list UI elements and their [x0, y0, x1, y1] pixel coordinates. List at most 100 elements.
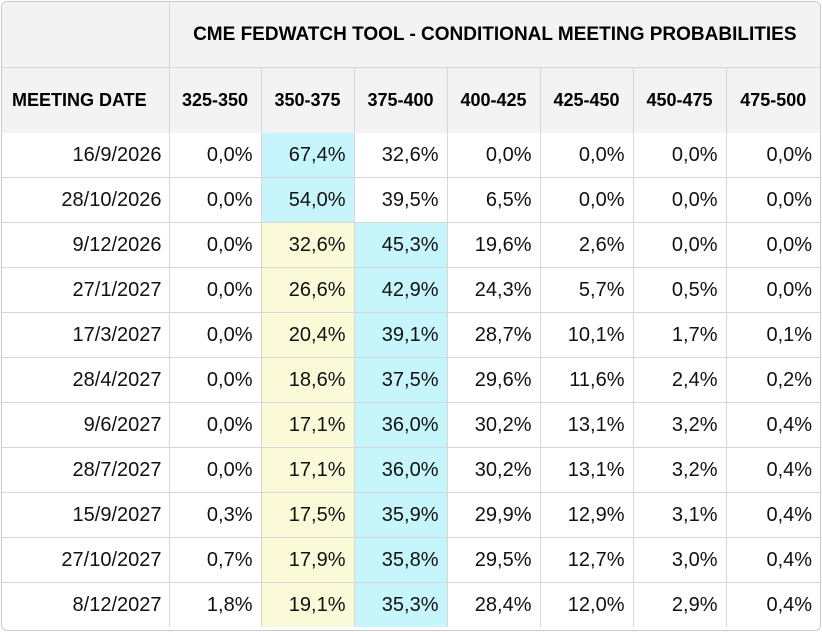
probability-cell: 0,0% [632, 133, 727, 178]
meeting-date-cell: 9/6/2027 [2, 402, 170, 448]
probability-cell: 32,6% [353, 133, 448, 178]
probability-cell: 2,9% [632, 582, 727, 627]
probability-cell: 6,5% [446, 177, 541, 223]
probability-cell: 20,4% [260, 312, 355, 358]
probability-cell: 3,2% [632, 447, 727, 493]
probability-cell: 35,8% [353, 537, 448, 583]
probability-cell: 42,9% [353, 267, 448, 313]
probability-cell: 0,5% [632, 267, 727, 313]
probability-cell: 67,4% [260, 133, 355, 178]
probability-cell: 39,1% [353, 312, 448, 358]
range-header: 375-400 [353, 67, 448, 133]
probability-cell: 1,8% [168, 582, 262, 627]
probability-cell: 54,0% [260, 177, 355, 223]
probability-cell: 0,0% [168, 447, 262, 493]
probability-cell: 11,6% [539, 357, 634, 403]
probability-cell: 39,5% [353, 177, 448, 223]
range-header: 425-450 [539, 67, 634, 133]
probability-cell: 30,2% [446, 402, 541, 448]
probability-cell: 36,0% [353, 447, 448, 493]
probability-cell: 19,1% [260, 582, 355, 627]
probability-cell: 29,9% [446, 492, 541, 538]
column-header-row: MEETING DATE 325-350 350-375 375-400 400… [2, 67, 820, 133]
probability-cell: 0,0% [168, 267, 262, 313]
probability-cell: 0,4% [725, 582, 820, 627]
probability-cell: 1,7% [632, 312, 727, 358]
probability-cell: 0,0% [168, 177, 262, 223]
probability-cell: 0,0% [725, 222, 820, 268]
probability-cell: 17,9% [260, 537, 355, 583]
probability-cell: 45,3% [353, 222, 448, 268]
table-row: 28/7/2027 0,0% 17,1% 36,0% 30,2% 13,1% 3,2% 0,4… [2, 447, 820, 493]
probability-cell: 0,0% [168, 357, 262, 403]
range-header: 400-425 [446, 67, 541, 133]
probability-cell: 26,6% [260, 267, 355, 313]
probability-cell: 13,1% [539, 447, 634, 493]
probability-cell: 0,0% [446, 133, 541, 178]
table-row: 27/10/2027 0,7% 17,9% 35,8% 29,5% 12,7% 3,0% 0,… [2, 537, 820, 583]
probability-cell: 0,0% [539, 133, 634, 178]
table-row: 16/9/2026 0,0% 67,4% 32,6% 0,0% 0,0% 0,0% 0,0% [2, 133, 820, 178]
table-row: 15/9/2027 0,3% 17,5% 35,9% 29,9% 12,9% 3,1% 0,4… [2, 492, 820, 538]
table-row: 9/6/2027 0,0% 17,1% 36,0% 30,2% 13,1% 3,2% 0,4% [2, 402, 820, 448]
probability-cell: 28,4% [446, 582, 541, 627]
table-row: 9/12/2026 0,0% 32,6% 45,3% 19,6% 2,6% 0,0% 0,0% [2, 222, 820, 268]
range-header: 450-475 [632, 67, 727, 133]
probability-cell: 2,4% [632, 357, 727, 403]
table-row: 28/10/2026 0,0% 54,0% 39,5% 6,5% 0,0% 0,0% 0,0% [2, 177, 820, 223]
probability-cell: 0,0% [725, 133, 820, 178]
table-row: 28/4/2027 0,0% 18,6% 37,5% 29,6% 11,6% 2,4% 0,2… [2, 357, 820, 403]
meeting-date-cell: 28/7/2027 [2, 447, 170, 493]
range-header: 475-500 [725, 67, 820, 133]
meeting-date-cell: 27/10/2027 [2, 537, 170, 583]
meeting-date-cell: 15/9/2027 [2, 492, 170, 538]
probability-cell: 0,4% [725, 492, 820, 538]
probability-cell: 0,7% [168, 537, 262, 583]
probability-cell: 0,0% [168, 402, 262, 448]
probability-cell: 29,6% [446, 357, 541, 403]
probability-cell: 17,5% [260, 492, 355, 538]
probability-cell: 0,0% [632, 177, 727, 223]
table-row: 8/12/2027 1,8% 19,1% 35,3% 28,4% 12,0% 2,9% 0,4… [2, 582, 820, 627]
table-title: CME FEDWATCH TOOL - CONDITIONAL MEETING … [168, 2, 820, 68]
probability-cell: 12,0% [539, 582, 634, 627]
probability-cell: 17,1% [260, 447, 355, 493]
range-header: 350-375 [260, 67, 355, 133]
probability-cell: 2,6% [539, 222, 634, 268]
probability-cell: 29,5% [446, 537, 541, 583]
probability-cell: 35,9% [353, 492, 448, 538]
probability-cell: 35,3% [353, 582, 448, 627]
meeting-date-cell: 16/9/2026 [2, 133, 170, 178]
probability-cell: 19,6% [446, 222, 541, 268]
meeting-date-cell: 9/12/2026 [2, 222, 170, 268]
probability-cell: 17,1% [260, 402, 355, 448]
meeting-date-cell: 28/10/2026 [2, 177, 170, 223]
probability-cell: 12,7% [539, 537, 634, 583]
probability-cell: 0,0% [539, 177, 634, 223]
meeting-date-cell: 8/12/2027 [2, 582, 170, 627]
probability-cell: 0,0% [168, 222, 262, 268]
probability-cell: 30,2% [446, 447, 541, 493]
range-header: 325-350 [168, 67, 262, 133]
probability-cell: 0,4% [725, 447, 820, 493]
probability-cell: 10,1% [539, 312, 634, 358]
probability-cell: 0,0% [725, 267, 820, 313]
probability-cell: 0,0% [632, 222, 727, 268]
meeting-date-cell: 17/3/2027 [2, 312, 170, 358]
probability-cell: 0,1% [725, 312, 820, 358]
table-row: 27/1/2027 0,0% 26,6% 42,9% 24,3% 5,7% 0,5% 0,0% [2, 267, 820, 313]
meeting-date-cell: 27/1/2027 [2, 267, 170, 313]
probability-cell: 18,6% [260, 357, 355, 403]
title-row: CME FEDWATCH TOOL - CONDITIONAL MEETING … [2, 2, 820, 68]
probability-cell: 28,7% [446, 312, 541, 358]
probability-cell: 3,2% [632, 402, 727, 448]
probability-cell: 13,1% [539, 402, 634, 448]
table-row: 17/3/2027 0,0% 20,4% 39,1% 28,7% 10,1% 1,7% 0,1… [2, 312, 820, 358]
probability-cell: 12,9% [539, 492, 634, 538]
probability-cell: 0,4% [725, 402, 820, 448]
probability-cell: 3,0% [632, 537, 727, 583]
probability-cell: 0,0% [168, 312, 262, 358]
table-body: 16/9/2026 0,0% 67,4% 32,6% 0,0% 0,0% 0,0% 0,0% 2… [2, 133, 820, 627]
